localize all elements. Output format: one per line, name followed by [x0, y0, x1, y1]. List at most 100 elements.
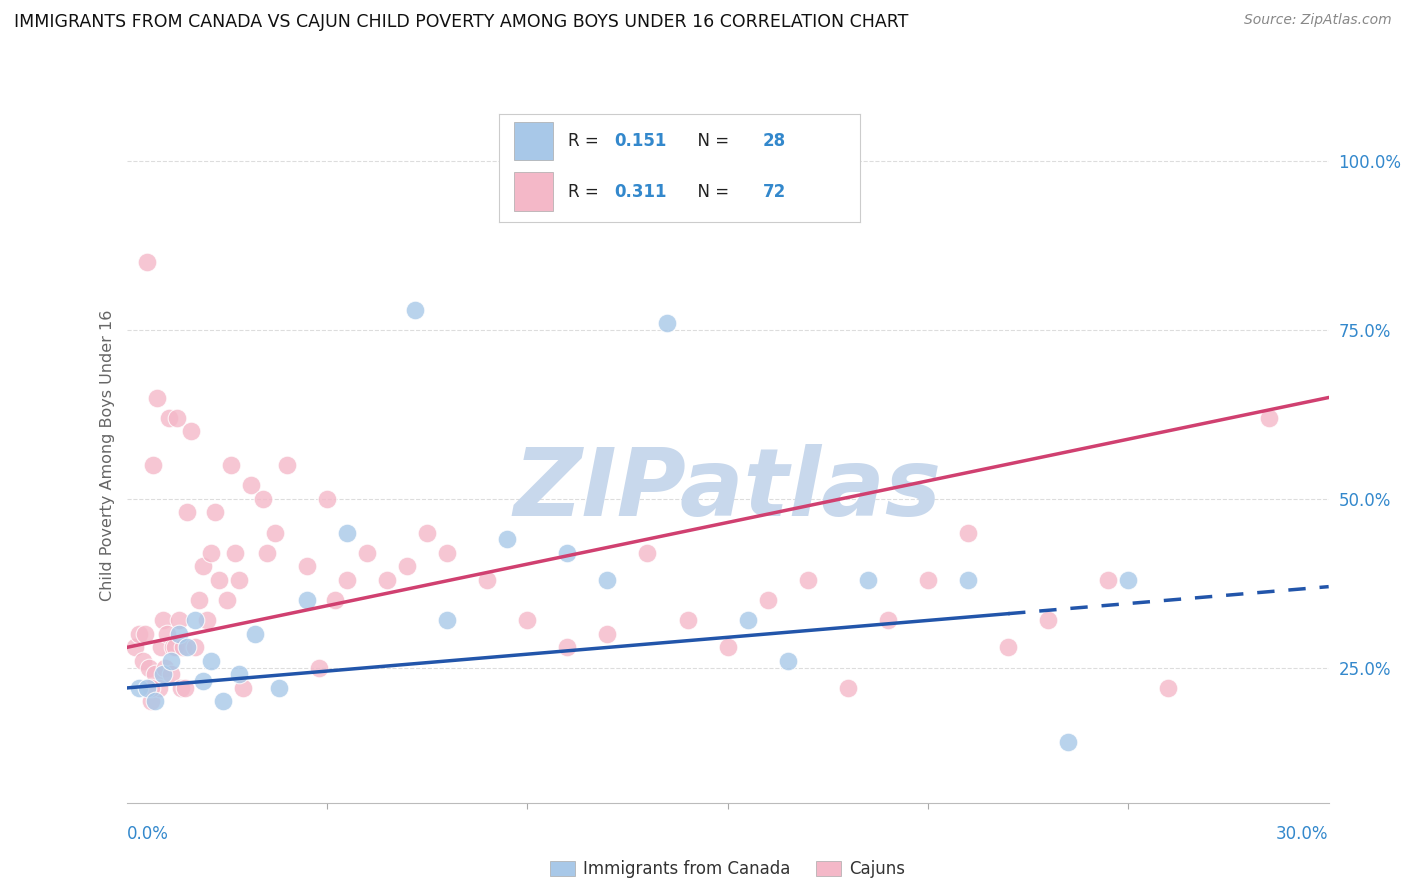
Point: [295, 559, 318, 574]
Point: [172, 640, 194, 655]
Point: [162, 640, 184, 655]
Point: [173, 681, 195, 695]
Point: [336, 525, 359, 540]
Point: [157, 410, 180, 425]
Point: [837, 681, 859, 695]
Text: IMMIGRANTS FROM CANADA VS CAJUN CHILD POVERTY AMONG BOYS UNDER 16 CORRELATION CH: IMMIGRANTS FROM CANADA VS CAJUN CHILD PO…: [14, 13, 908, 31]
Point: [1118, 573, 1140, 587]
Point: [180, 424, 202, 438]
Point: [124, 640, 146, 655]
Point: [142, 458, 165, 472]
Text: 0.0%: 0.0%: [127, 825, 169, 843]
Point: [153, 661, 176, 675]
Point: [143, 667, 166, 681]
Point: [169, 681, 191, 695]
Point: [135, 681, 157, 695]
Point: [877, 614, 900, 628]
Point: [143, 694, 166, 708]
Point: [1038, 614, 1060, 628]
Point: [200, 546, 222, 560]
Point: [159, 667, 181, 681]
Point: [149, 640, 172, 655]
Point: [1257, 410, 1279, 425]
Point: [416, 525, 439, 540]
Point: [183, 640, 205, 655]
Point: [128, 627, 150, 641]
Point: [166, 410, 188, 425]
Point: [163, 640, 186, 655]
Point: [204, 505, 226, 519]
Point: [856, 573, 879, 587]
Point: [176, 640, 198, 655]
Point: [796, 573, 818, 587]
Point: [191, 674, 214, 689]
Point: [295, 593, 318, 607]
Point: [224, 546, 246, 560]
Point: [215, 593, 238, 607]
Point: [232, 681, 254, 695]
Text: Source: ZipAtlas.com: Source: ZipAtlas.com: [1244, 13, 1392, 28]
Point: [152, 667, 174, 681]
Point: [263, 525, 285, 540]
Point: [159, 654, 181, 668]
Point: [657, 316, 679, 330]
Point: [145, 391, 167, 405]
Point: [155, 627, 177, 641]
Point: [138, 661, 160, 675]
Point: [516, 614, 538, 628]
Point: [956, 525, 979, 540]
Point: [228, 667, 250, 681]
Point: [267, 681, 290, 695]
Point: [1097, 573, 1119, 587]
Point: [128, 681, 150, 695]
Point: [356, 546, 378, 560]
Point: [555, 546, 579, 560]
Point: [555, 640, 579, 655]
Point: [756, 593, 779, 607]
Point: [323, 593, 346, 607]
Point: [1157, 681, 1180, 695]
Point: [176, 505, 198, 519]
Point: [195, 614, 218, 628]
Point: [776, 654, 799, 668]
Point: [315, 491, 337, 506]
Point: [148, 681, 170, 695]
Point: [167, 627, 190, 641]
Point: [396, 559, 419, 574]
Point: [239, 478, 262, 492]
Point: [200, 654, 222, 668]
Point: [496, 533, 519, 547]
Point: [636, 546, 658, 560]
Point: [191, 559, 214, 574]
Point: [256, 546, 278, 560]
Point: [436, 614, 458, 628]
Point: [404, 302, 426, 317]
Point: [219, 458, 242, 472]
Point: [139, 694, 162, 708]
Point: [436, 546, 458, 560]
Text: ZIPatlas: ZIPatlas: [513, 443, 942, 536]
Point: [141, 681, 163, 695]
Point: [676, 614, 699, 628]
Point: [228, 573, 250, 587]
Point: [1057, 735, 1080, 749]
Point: [716, 640, 740, 655]
Point: [475, 573, 498, 587]
Point: [997, 640, 1019, 655]
Point: [276, 458, 298, 472]
Point: [167, 614, 190, 628]
Point: [956, 573, 979, 587]
Point: [208, 573, 231, 587]
Point: [152, 614, 174, 628]
Point: [375, 573, 398, 587]
Legend: Immigrants from Canada, Cajuns: Immigrants from Canada, Cajuns: [543, 854, 912, 885]
Point: [135, 255, 157, 269]
Point: [243, 627, 266, 641]
Point: [596, 627, 619, 641]
Point: [252, 491, 274, 506]
Point: [187, 593, 209, 607]
Point: [737, 614, 759, 628]
Point: [211, 694, 233, 708]
Point: [131, 654, 153, 668]
Point: [336, 573, 359, 587]
